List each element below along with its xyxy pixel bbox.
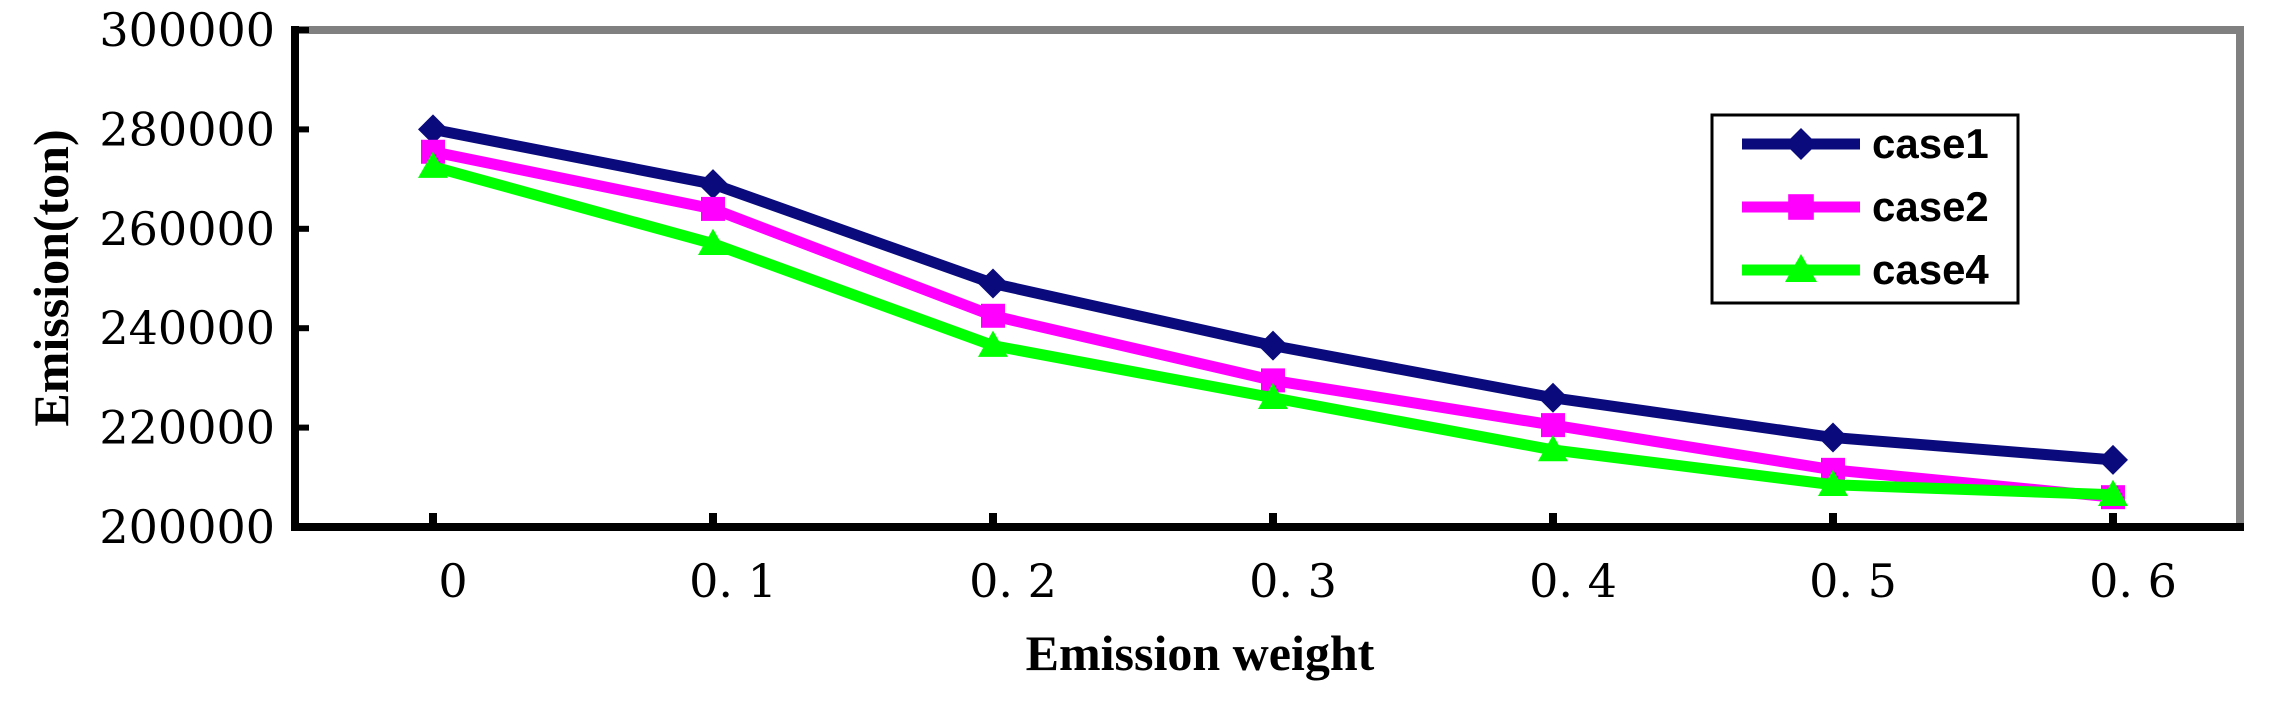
case4-point xyxy=(2098,479,2128,506)
x-tick-label: 0. 5 xyxy=(1809,554,1897,608)
case2-point xyxy=(701,196,725,221)
legend-label: case4 xyxy=(1872,246,1989,293)
legend-marker xyxy=(1788,194,1814,220)
y-tick-label: 260000 xyxy=(99,202,275,256)
case4-point xyxy=(1538,434,1568,462)
x-axis-title: Emission weight xyxy=(1026,625,1375,681)
y-tick-label: 300000 xyxy=(99,3,275,57)
legend: case1 case2 case4 xyxy=(1710,113,2020,305)
case1-point xyxy=(978,268,1008,299)
x-tick-label: 0. 2 xyxy=(969,554,1057,608)
x-tick-label: 0. 6 xyxy=(2089,554,2177,608)
x-tick-label: 0. 1 xyxy=(689,554,777,608)
legend-marker xyxy=(1785,128,1817,160)
legend-marker xyxy=(1785,254,1817,282)
x-tick-label: 0. 4 xyxy=(1529,554,1617,608)
legend-label: case2 xyxy=(1872,183,1989,230)
x-tick-label: 0. 3 xyxy=(1249,554,1337,608)
y-axis-title: Emission(ton) xyxy=(23,129,79,426)
legend-label: case1 xyxy=(1872,120,1989,167)
case4-point xyxy=(978,330,1008,357)
series-case1 xyxy=(418,114,2128,475)
case2-point xyxy=(1541,413,1565,438)
case2-point xyxy=(981,303,1005,328)
case1-point xyxy=(1818,422,1848,453)
case1-point xyxy=(1538,382,1568,413)
case1-point xyxy=(1258,330,1288,361)
y-tick-label: 200000 xyxy=(99,500,275,554)
case4-point xyxy=(1818,469,1848,497)
case4-point xyxy=(1258,382,1288,410)
case1-point xyxy=(418,114,448,145)
case1-point xyxy=(698,169,728,200)
case1-point xyxy=(2098,444,2128,475)
case4-point xyxy=(698,228,728,255)
y-tick-label: 280000 xyxy=(99,102,275,156)
case4-point xyxy=(418,151,448,178)
x-tick-label: 0 xyxy=(438,554,467,608)
series-case4 xyxy=(418,151,2128,506)
y-tick-label: 220000 xyxy=(99,401,275,455)
y-tick-label: 240000 xyxy=(99,301,275,355)
